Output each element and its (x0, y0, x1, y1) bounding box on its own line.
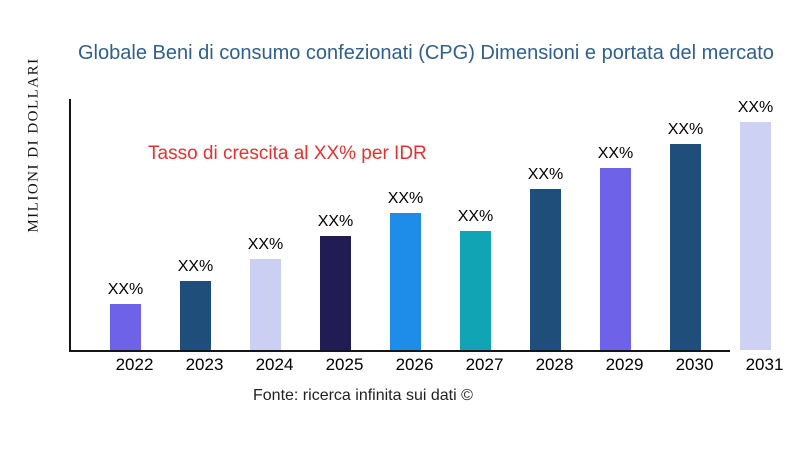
bar-value-label-2028: XX% (527, 166, 564, 183)
x-tick-2023: 2023 (185, 355, 224, 374)
y-axis-title: MILIONI DI DOLLARI (25, 57, 42, 233)
x-tick-2029: 2029 (605, 355, 644, 374)
bar-2028 (530, 189, 561, 350)
growth-rate-annotation: Tasso di crescita al XX% per IDR (148, 143, 427, 164)
bar-value-label-2026: XX% (387, 190, 424, 207)
bar-value-label-2025: XX% (317, 213, 354, 230)
bar-2022 (110, 304, 141, 350)
bar-value-label-2029: XX% (597, 145, 634, 162)
bar-2030 (670, 144, 701, 350)
chart-title: Globale Beni di consumo confezionati (CP… (78, 42, 774, 64)
bar-value-label-2027: XX% (457, 208, 494, 225)
bar-value-label-2030: XX% (667, 121, 704, 138)
x-tick-2026: 2026 (395, 355, 434, 374)
bar-2026 (390, 213, 421, 350)
source-note: Fonte: ricerca infinita sui dati © (253, 387, 473, 404)
bar-value-label-2031: XX% (737, 99, 774, 116)
bar-value-label-2023: XX% (177, 258, 214, 275)
x-tick-2028: 2028 (535, 355, 574, 374)
x-axis-line (69, 350, 730, 352)
bar-2029 (600, 168, 631, 350)
x-tick-2030: 2030 (675, 355, 714, 374)
x-tick-2031: 2031 (745, 355, 784, 374)
bar-value-label-2024: XX% (247, 236, 284, 253)
x-tick-2025: 2025 (325, 355, 364, 374)
bar-2025 (320, 236, 351, 350)
bar-2023 (180, 281, 211, 350)
x-tick-2024: 2024 (255, 355, 294, 374)
bar-2027 (460, 231, 491, 350)
bar-2031 (740, 122, 771, 350)
x-tick-2027: 2027 (465, 355, 504, 374)
x-tick-2022: 2022 (115, 355, 154, 374)
y-axis-line (69, 99, 71, 352)
bar-2024 (250, 259, 281, 350)
bar-value-label-2022: XX% (107, 281, 144, 298)
